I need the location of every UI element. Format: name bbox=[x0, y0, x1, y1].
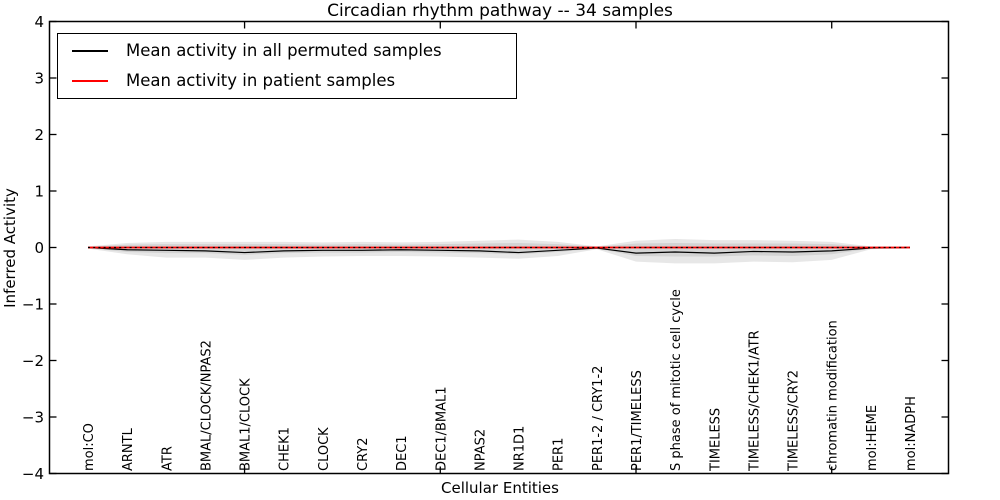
x-category-label: mol:HEME bbox=[865, 405, 880, 471]
x-category-label: S phase of mitotic cell cycle bbox=[669, 289, 684, 471]
x-category-label: PER1 bbox=[552, 438, 567, 471]
x-category-label: mol:NADPH bbox=[904, 396, 919, 471]
x-category-label: PER1/TIMELESS bbox=[630, 370, 645, 471]
series-line-0 bbox=[87, 246, 911, 254]
x-category-label: BMAL/CLOCK/NPAS2 bbox=[199, 340, 214, 471]
x-axis-label: Cellular Entities bbox=[441, 479, 559, 497]
y-tick-label: −3 bbox=[22, 409, 44, 427]
y-tick-label: 1 bbox=[34, 183, 44, 201]
legend-line-patient bbox=[72, 80, 108, 82]
x-category-label: PER1-2 / CRY1-2 bbox=[591, 366, 606, 471]
y-tick-label: 0 bbox=[34, 239, 44, 257]
x-category-label: BMAL1/CLOCK bbox=[239, 378, 254, 471]
x-category-label: NPAS2 bbox=[473, 429, 488, 471]
legend: Mean activity in all permuted samples Me… bbox=[57, 33, 517, 99]
legend-item-patient: Mean activity in patient samples bbox=[58, 66, 516, 96]
y-tick-label: 3 bbox=[34, 70, 44, 88]
x-category-label: ARNTL bbox=[121, 427, 136, 471]
legend-line-permuted bbox=[72, 50, 108, 52]
x-category-label: mol:CO bbox=[82, 423, 97, 471]
x-category-label: NR1D1 bbox=[513, 426, 528, 471]
y-tick-label: −1 bbox=[22, 296, 44, 314]
y-tick-label: −4 bbox=[22, 465, 44, 483]
y-axis-label: Inferred Activity bbox=[1, 188, 19, 308]
legend-label-patient: Mean activity in patient samples bbox=[126, 70, 396, 90]
x-category-label: CLOCK bbox=[317, 427, 332, 471]
x-category-label: chromatin modification bbox=[826, 320, 841, 471]
legend-item-permuted: Mean activity in all permuted samples bbox=[58, 36, 516, 66]
chart-title: Circadian rhythm pathway -- 34 samples bbox=[327, 1, 673, 21]
x-category-label: TIMELESS/CRY2 bbox=[787, 370, 802, 472]
x-category-label: TIMELESS/CHEK1/ATR bbox=[747, 330, 762, 472]
x-category-label: TIMELESS bbox=[708, 408, 723, 472]
x-category-label: CHEK1 bbox=[278, 427, 293, 471]
y-tick-label: 4 bbox=[34, 13, 44, 31]
x-category-label: DEC1 bbox=[395, 435, 410, 471]
legend-label-permuted: Mean activity in all permuted samples bbox=[126, 40, 442, 60]
y-tick-label: −2 bbox=[22, 352, 44, 370]
y-tick-label: 2 bbox=[34, 126, 44, 144]
x-category-label: ATR bbox=[160, 446, 175, 471]
x-category-label: CRY2 bbox=[356, 438, 371, 472]
x-category-label: DEC1/BMAL1 bbox=[434, 387, 449, 472]
